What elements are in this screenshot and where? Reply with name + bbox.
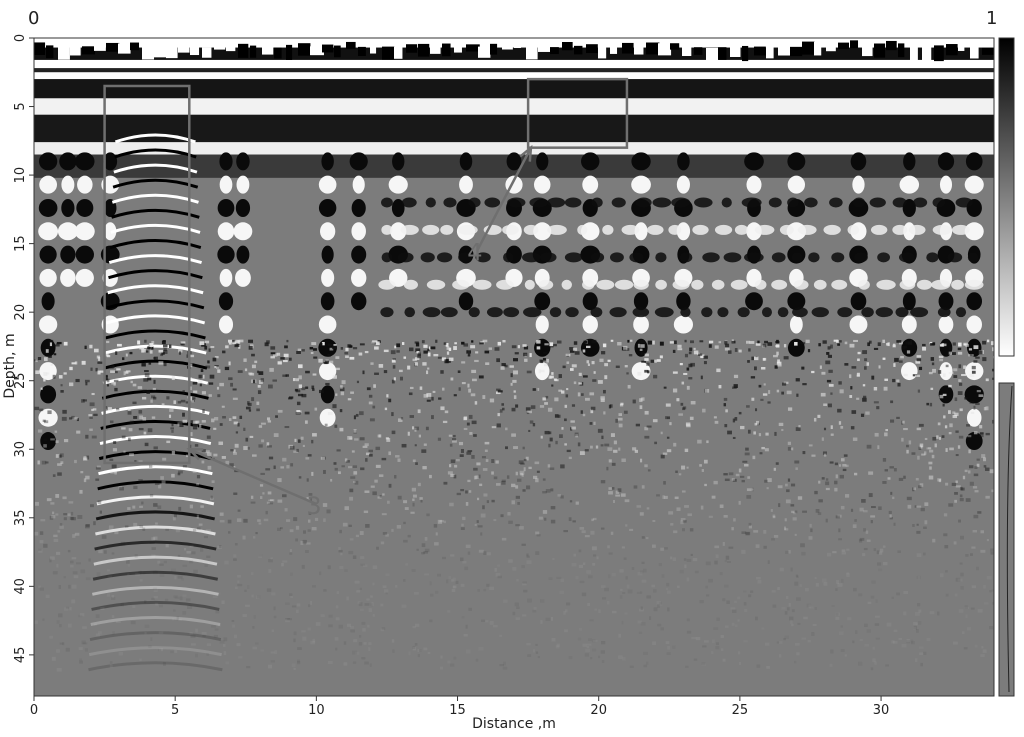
x-tick-label: 0	[30, 703, 38, 718]
y-tick-label: 35	[13, 510, 28, 527]
radargram-texture	[34, 38, 994, 672]
y-tick-label: 20	[13, 304, 28, 321]
y-tick-label: 40	[13, 578, 28, 595]
x-tick-label: 20	[590, 703, 607, 718]
colorbar-bottom-label: 1	[986, 8, 998, 29]
annotations: 34	[103, 77, 629, 520]
y-tick-label: 5	[13, 102, 28, 110]
x-tick-label: 5	[171, 703, 179, 718]
plot-frame	[33, 37, 995, 697]
y-tick-label: 45	[13, 647, 28, 664]
annotation-arrow-4	[476, 147, 533, 252]
x-tick-label: 25	[732, 703, 749, 718]
colorbar-gradient	[998, 37, 1015, 357]
colorbar	[998, 37, 1015, 697]
colorbar-histogram	[998, 382, 1015, 697]
annotation-arrowhead-4	[519, 144, 533, 162]
y-tick-label: 10	[13, 167, 28, 184]
plot-area	[33, 37, 995, 697]
x-axis-label: Distance ,m	[472, 716, 556, 732]
annotation-arrowhead-3	[186, 447, 204, 461]
colorbar-histogram-curve	[1006, 385, 1013, 693]
x-tick-label: 30	[873, 703, 890, 718]
y-tick-label: 0	[13, 34, 28, 42]
y-tick-label: 15	[13, 235, 28, 252]
x-tick-label: 10	[308, 703, 325, 718]
x-axis: 0 5 10 15 20 25 30	[30, 696, 889, 718]
y-tick-label: 25	[13, 372, 28, 389]
annotation-box-4	[526, 77, 629, 149]
y-axis: 0 5 10 15 20 25 30 35 40 45	[13, 34, 34, 663]
annotation-label-4: 4	[467, 238, 482, 266]
annotation-arrow-3	[188, 448, 317, 506]
annotation-box-3	[103, 84, 191, 465]
annotation-label-3: 3	[306, 492, 321, 520]
y-tick-label: 30	[13, 441, 28, 458]
x-tick-label: 15	[449, 703, 466, 718]
y-axis-label: Depth, m	[2, 333, 18, 398]
colorbar-top-label: 0	[28, 8, 40, 29]
